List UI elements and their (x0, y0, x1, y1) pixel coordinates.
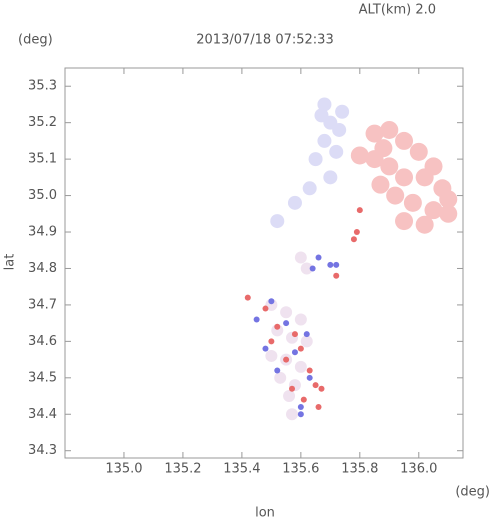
point (317, 133, 332, 148)
point (302, 181, 317, 196)
point (415, 215, 434, 234)
point (333, 272, 340, 279)
x-unit: (deg) (455, 485, 490, 500)
point (439, 190, 458, 209)
point (409, 142, 428, 161)
point (294, 360, 307, 373)
point (244, 294, 251, 301)
point (356, 207, 363, 214)
point (327, 261, 334, 268)
point (424, 201, 443, 220)
point (262, 345, 269, 352)
point (291, 349, 298, 356)
point (280, 306, 293, 319)
point (395, 212, 414, 231)
point (268, 298, 275, 305)
y-tick-label: 34.3 (28, 443, 57, 458)
point (371, 175, 390, 194)
point (294, 313, 307, 326)
point (332, 122, 347, 137)
plot-frame (64, 67, 464, 459)
point (300, 396, 307, 403)
point (306, 367, 313, 374)
point (265, 349, 278, 362)
y-tick-label: 34.6 (28, 334, 57, 349)
point (271, 324, 284, 337)
point (315, 403, 322, 410)
point (283, 320, 290, 327)
x-tick-label: 135.8 (341, 462, 378, 477)
point (403, 193, 422, 212)
y-tick-label: 35.0 (28, 188, 57, 203)
point (395, 168, 414, 187)
point (380, 120, 399, 139)
x-tick-label: 135.4 (223, 462, 260, 477)
point (318, 385, 325, 392)
point (350, 146, 369, 165)
x-tick-label: 135.2 (164, 462, 201, 477)
point (262, 305, 269, 312)
point (297, 411, 304, 418)
point (274, 323, 281, 330)
y-tick-label: 35.2 (28, 115, 57, 130)
point (365, 124, 384, 143)
point (323, 170, 338, 185)
point (300, 262, 313, 275)
point (439, 204, 458, 223)
point (309, 265, 316, 272)
point (294, 251, 307, 264)
point (297, 403, 304, 410)
point (353, 229, 360, 236)
altitude: ALT(km) 2.0 (359, 3, 436, 18)
point (303, 331, 310, 338)
point (317, 97, 332, 112)
x-tick-label: 135.0 (105, 462, 142, 477)
chart-title: 2013/07/18 07:52:33 (196, 33, 333, 48)
point (315, 254, 322, 261)
point (395, 131, 414, 150)
y-axis-label: lat (3, 254, 18, 271)
point (380, 157, 399, 176)
x-tick-label: 135.6 (282, 462, 319, 477)
y-tick-label: 34.5 (28, 370, 57, 385)
y-tick-label: 35.3 (28, 79, 57, 94)
point (283, 356, 290, 363)
point (289, 385, 296, 392)
point (283, 390, 296, 403)
point (374, 139, 393, 158)
x-tick-label: 136.0 (400, 462, 437, 477)
y-tick-label: 34.4 (28, 407, 57, 422)
point (268, 338, 275, 345)
point (300, 335, 313, 348)
point (287, 195, 302, 210)
y-tick-label: 35.1 (28, 152, 57, 167)
point (274, 367, 281, 374)
point (329, 144, 344, 159)
point (274, 371, 287, 384)
y-tick-label: 34.9 (28, 225, 57, 240)
point (253, 316, 260, 323)
x-axis-label: lon (255, 506, 275, 521)
point (291, 331, 298, 338)
point (286, 408, 299, 421)
y-tick-label: 34.8 (28, 261, 57, 276)
point (297, 345, 304, 352)
point (306, 374, 313, 381)
y-tick-label: 34.7 (28, 297, 57, 312)
point (308, 152, 323, 167)
point (350, 236, 357, 243)
y-unit: (deg) (18, 33, 53, 48)
point (312, 382, 319, 389)
point (424, 157, 443, 176)
point (270, 214, 285, 229)
point (335, 104, 350, 119)
point (333, 261, 340, 268)
point (386, 186, 405, 205)
